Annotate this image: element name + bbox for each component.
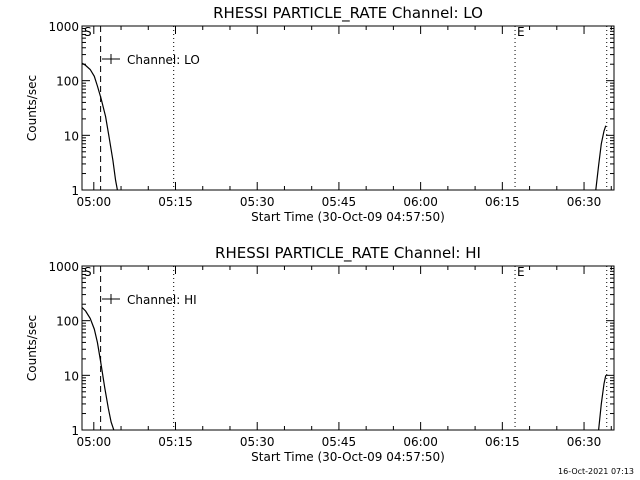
x-tick-label: 05:30 <box>240 195 275 209</box>
chart-title: RHESSI PARTICLE_RATE Channel: HI <box>215 244 481 263</box>
x-tick-label: 05:15 <box>158 435 193 449</box>
corner-start-label: S <box>84 265 92 279</box>
y-tick-label: 1000 <box>48 20 79 34</box>
panel-lo: RHESSI PARTICLE_RATE Channel: LO 1 10 100 10… <box>25 4 615 224</box>
y-tick-label: 1 <box>71 424 79 438</box>
x-tick-label: 06:30 <box>567 195 602 209</box>
x-tick-label: 06:30 <box>567 435 602 449</box>
series-line-segment <box>595 125 607 190</box>
plot-frame <box>81 25 615 191</box>
y-axis-label: Counts/sec <box>25 75 39 141</box>
x-tick-label: 06:00 <box>403 435 438 449</box>
y-tick-label: 10 <box>64 129 79 143</box>
plot-frame <box>81 265 615 431</box>
legend-label: Channel: LO <box>127 53 200 67</box>
marker-label: E <box>517 265 525 279</box>
x-tick-label: 06:00 <box>403 195 438 209</box>
marker-label: E <box>517 25 525 39</box>
x-tick-label: 05:30 <box>240 435 275 449</box>
footer-timestamp: 16-Oct-2021 07:13 <box>558 467 634 476</box>
x-tick-label: 05:00 <box>77 435 112 449</box>
panel-hi: RHESSI PARTICLE_RATE Channel: HI 1 10 100 10… <box>25 244 615 464</box>
corner-start-label: S <box>84 25 92 39</box>
y-tick-label: 100 <box>56 315 79 329</box>
x-axis-label: Start Time (30-Oct-09 04:57:50) <box>251 210 445 224</box>
legend-label: Channel: HI <box>127 293 197 307</box>
series-line-segment <box>598 375 607 430</box>
y-tick-label: 1000 <box>48 260 79 274</box>
x-tick-label: 06:15 <box>485 435 520 449</box>
x-tick-label: 05:45 <box>322 435 357 449</box>
chart-title: RHESSI PARTICLE_RATE Channel: LO <box>213 4 483 23</box>
series-line-segment <box>82 306 115 430</box>
x-axis-label: Start Time (30-Oct-09 04:57:50) <box>251 450 445 464</box>
series-line-segment <box>82 62 118 190</box>
y-tick-label: 100 <box>56 75 79 89</box>
x-tick-label: 06:15 <box>485 195 520 209</box>
x-tick-label: 05:15 <box>158 195 193 209</box>
x-tick-label: 05:00 <box>77 195 112 209</box>
x-tick-label: 05:45 <box>322 195 357 209</box>
y-axis-label: Counts/sec <box>25 315 39 381</box>
y-tick-label: 10 <box>64 369 79 383</box>
y-tick-label: 1 <box>71 184 79 198</box>
